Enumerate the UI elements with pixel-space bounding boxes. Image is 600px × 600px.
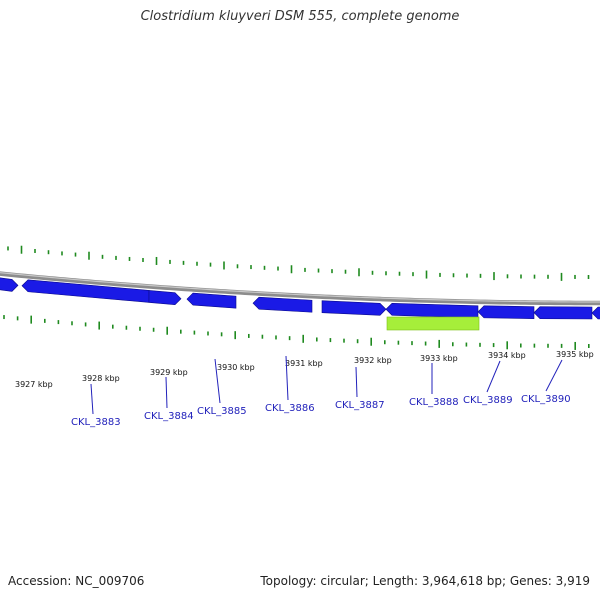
gene-arrow (252, 296, 313, 313)
gene-label: CKL_3889 (463, 395, 513, 406)
gene-label: CKL_3887 (335, 400, 385, 411)
backbone-highlight (0, 272, 600, 303)
backbone-ring (0, 271, 600, 306)
kbp-label: 3927 kbp (15, 380, 53, 389)
leader-line (486, 360, 501, 393)
gene-label: CKL_3890 (521, 394, 571, 405)
gene-arrow (321, 300, 387, 316)
gene-arrow (533, 306, 593, 320)
genome-summary-text: Topology: circular; Length: 3,964,618 bp… (260, 574, 590, 588)
gene-arrow (591, 306, 600, 320)
gene-label: CKL_3885 (197, 406, 247, 417)
leader-line (90, 383, 94, 415)
map-title: Clostridium kluyveri DSM 555, complete g… (140, 9, 460, 24)
gene-label: CKL_3884 (144, 411, 194, 422)
inner-tick-track (3, 315, 590, 350)
kbp-label: 3931 kbp (285, 359, 323, 368)
kbp-label: 3934 kbp (488, 351, 526, 360)
kbp-label: 3929 kbp (150, 368, 188, 377)
gene-arrow (477, 305, 535, 319)
kbp-label-track: 3927 kbp 3928 kbp 3929 kbp 3930 kbp 3931 kbp… (15, 350, 594, 389)
leader-line (285, 355, 289, 401)
leader-line (165, 376, 168, 409)
gene-label: CKL_3888 (409, 397, 459, 408)
gene-arrow (186, 292, 237, 309)
gene-track (0, 277, 600, 331)
leader-line (355, 366, 358, 398)
gene-highlight-bar (386, 316, 480, 331)
leader-line (214, 358, 221, 404)
outer-tick-track (7, 245, 590, 281)
gene-arrow (385, 302, 479, 319)
kbp-label: 3933 kbp (420, 354, 458, 363)
leader-line (545, 359, 563, 392)
kbp-label: 3930 kbp (217, 363, 255, 372)
gene-arrow (148, 290, 182, 306)
accession-text: Accession: NC_009706 (8, 574, 145, 588)
gene-label-track: CKL_3883 CKL_3884 CKL_3885 CKL_3886 CKL_3887… (71, 394, 571, 428)
genome-backbone (0, 271, 600, 306)
kbp-label: 3935 kbp (556, 350, 594, 359)
gene-label: CKL_3886 (265, 403, 315, 414)
kbp-label: 3932 kbp (354, 356, 392, 365)
gene-arrow (0, 277, 19, 292)
gene-label-leaders (90, 355, 563, 415)
gene-label: CKL_3883 (71, 417, 121, 428)
kbp-label: 3928 kbp (82, 374, 120, 383)
